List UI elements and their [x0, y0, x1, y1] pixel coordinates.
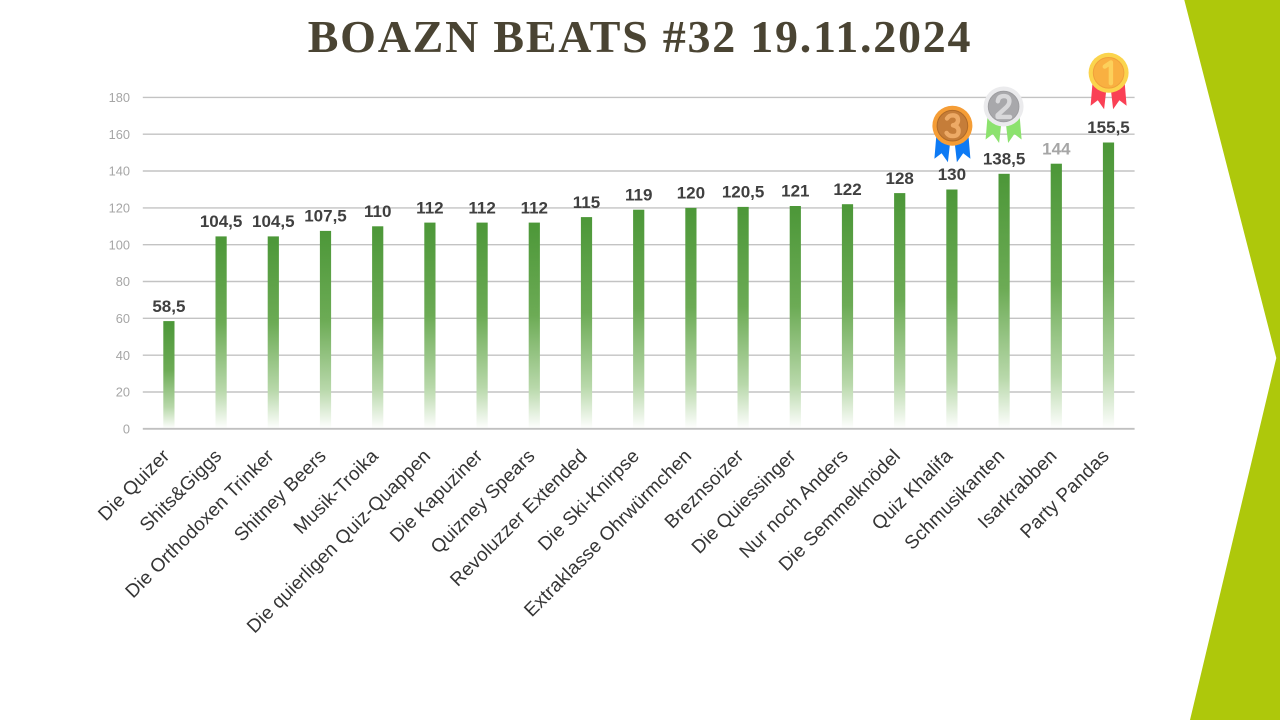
- svg-text:130: 130: [938, 165, 966, 184]
- svg-text:60: 60: [116, 311, 130, 326]
- svg-text:112: 112: [416, 198, 443, 217]
- svg-text:100: 100: [109, 237, 130, 252]
- svg-text:80: 80: [116, 274, 130, 289]
- svg-text:180: 180: [109, 90, 130, 105]
- svg-text:120: 120: [109, 201, 130, 216]
- svg-text:Shitney Beers: Shitney Beers: [230, 446, 330, 546]
- svg-text:140: 140: [109, 164, 130, 179]
- svg-text:40: 40: [116, 348, 130, 363]
- svg-text:115: 115: [573, 193, 600, 212]
- svg-text:128: 128: [886, 169, 914, 188]
- svg-text:0: 0: [123, 421, 130, 436]
- svg-text:144: 144: [1042, 139, 1071, 158]
- svg-text:58,5: 58,5: [152, 297, 185, 316]
- svg-text:20: 20: [116, 385, 130, 400]
- svg-text:104,5: 104,5: [252, 212, 295, 231]
- svg-text:155,5: 155,5: [1087, 118, 1130, 137]
- svg-text:138,5: 138,5: [983, 150, 1026, 169]
- svg-text:107,5: 107,5: [304, 207, 347, 226]
- svg-text:Die Kapuziner: Die Kapuziner: [386, 445, 487, 546]
- svg-text:119: 119: [625, 185, 652, 204]
- svg-text:160: 160: [109, 127, 130, 142]
- svg-text:112: 112: [468, 198, 495, 217]
- svg-text:110: 110: [364, 202, 391, 221]
- svg-text:104,5: 104,5: [200, 212, 243, 231]
- svg-text:121: 121: [781, 182, 809, 201]
- svg-text:112: 112: [521, 198, 548, 217]
- svg-text:120: 120: [677, 184, 705, 203]
- svg-text:120,5: 120,5: [722, 183, 765, 202]
- svg-text:122: 122: [833, 180, 861, 199]
